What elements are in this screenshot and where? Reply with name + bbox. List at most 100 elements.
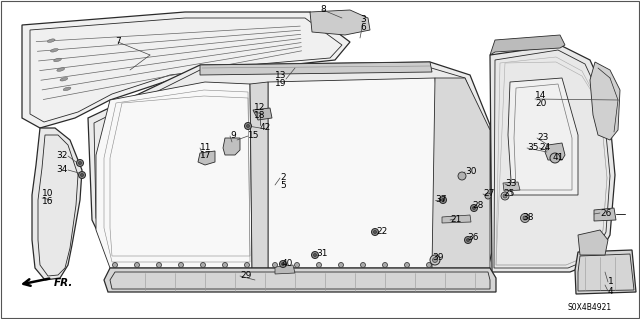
- Polygon shape: [198, 151, 215, 165]
- Text: 6: 6: [360, 23, 366, 32]
- Polygon shape: [88, 62, 492, 272]
- Text: 14: 14: [535, 91, 547, 100]
- Text: 3: 3: [360, 14, 366, 24]
- Circle shape: [77, 160, 83, 167]
- Circle shape: [458, 172, 466, 180]
- Polygon shape: [268, 78, 440, 268]
- Circle shape: [470, 204, 477, 211]
- Circle shape: [503, 194, 507, 198]
- Circle shape: [317, 263, 321, 268]
- Text: 10: 10: [42, 189, 54, 198]
- Text: 12: 12: [254, 103, 266, 113]
- Circle shape: [523, 216, 527, 220]
- Circle shape: [314, 254, 317, 256]
- Circle shape: [442, 198, 445, 202]
- Text: 4: 4: [608, 286, 614, 295]
- Text: 36: 36: [467, 234, 479, 242]
- Text: 32: 32: [56, 152, 68, 160]
- Text: 42: 42: [260, 123, 271, 132]
- Circle shape: [360, 263, 365, 268]
- Text: 33: 33: [505, 180, 516, 189]
- Text: 23: 23: [537, 133, 548, 143]
- Text: 15: 15: [248, 131, 259, 140]
- Circle shape: [282, 263, 285, 265]
- Circle shape: [501, 192, 509, 200]
- Text: 35: 35: [527, 144, 538, 152]
- Polygon shape: [32, 128, 82, 280]
- Circle shape: [465, 236, 472, 243]
- Circle shape: [157, 263, 161, 268]
- Text: 37: 37: [435, 196, 447, 204]
- Circle shape: [79, 161, 81, 165]
- Text: 26: 26: [600, 209, 611, 218]
- Circle shape: [200, 263, 205, 268]
- Polygon shape: [590, 62, 620, 140]
- Text: 39: 39: [432, 254, 444, 263]
- Text: 29: 29: [240, 271, 252, 280]
- Circle shape: [383, 263, 387, 268]
- Polygon shape: [490, 35, 565, 55]
- Text: 27: 27: [483, 189, 494, 198]
- Circle shape: [404, 263, 410, 268]
- Text: 18: 18: [254, 112, 266, 121]
- Text: 20: 20: [535, 99, 547, 108]
- Text: 16: 16: [42, 197, 54, 206]
- Text: 25: 25: [503, 189, 515, 198]
- Polygon shape: [432, 78, 490, 268]
- Text: 7: 7: [115, 38, 121, 47]
- Circle shape: [550, 153, 560, 163]
- Text: 21: 21: [450, 216, 461, 225]
- Circle shape: [433, 257, 438, 263]
- Polygon shape: [250, 82, 268, 268]
- Polygon shape: [508, 78, 578, 195]
- Polygon shape: [545, 143, 565, 160]
- Polygon shape: [22, 12, 350, 128]
- Circle shape: [273, 263, 278, 268]
- Circle shape: [280, 261, 287, 268]
- Polygon shape: [442, 215, 471, 223]
- Text: 30: 30: [465, 167, 477, 176]
- Text: 41: 41: [553, 153, 564, 162]
- Ellipse shape: [57, 68, 65, 71]
- Polygon shape: [104, 268, 496, 292]
- Circle shape: [374, 231, 376, 234]
- Circle shape: [371, 228, 378, 235]
- Ellipse shape: [63, 87, 71, 91]
- Circle shape: [244, 122, 252, 130]
- Text: 28: 28: [472, 202, 483, 211]
- Text: 31: 31: [316, 249, 328, 257]
- Circle shape: [312, 251, 319, 258]
- Text: FR.: FR.: [54, 278, 74, 288]
- Ellipse shape: [60, 78, 68, 81]
- Text: 38: 38: [522, 213, 534, 222]
- Polygon shape: [575, 250, 636, 294]
- Text: 24: 24: [539, 144, 550, 152]
- Circle shape: [430, 255, 440, 265]
- Polygon shape: [200, 62, 432, 75]
- Circle shape: [426, 263, 431, 268]
- Circle shape: [339, 263, 344, 268]
- Circle shape: [440, 197, 447, 204]
- Text: 2: 2: [280, 174, 285, 182]
- Text: 40: 40: [282, 259, 293, 269]
- Circle shape: [113, 263, 118, 268]
- Circle shape: [520, 213, 529, 222]
- Circle shape: [294, 263, 300, 268]
- Circle shape: [223, 263, 227, 268]
- Circle shape: [81, 174, 83, 176]
- Text: 8: 8: [320, 5, 326, 14]
- Polygon shape: [594, 208, 616, 221]
- Polygon shape: [275, 265, 295, 274]
- Circle shape: [467, 239, 470, 241]
- Circle shape: [134, 263, 140, 268]
- Circle shape: [179, 263, 184, 268]
- Circle shape: [244, 263, 250, 268]
- Text: 11: 11: [200, 144, 211, 152]
- Text: 17: 17: [200, 152, 211, 160]
- Circle shape: [246, 124, 250, 128]
- Ellipse shape: [51, 48, 58, 52]
- Polygon shape: [490, 45, 615, 272]
- Text: 9: 9: [230, 131, 236, 140]
- Text: 1: 1: [608, 278, 614, 286]
- Text: 13: 13: [275, 70, 286, 79]
